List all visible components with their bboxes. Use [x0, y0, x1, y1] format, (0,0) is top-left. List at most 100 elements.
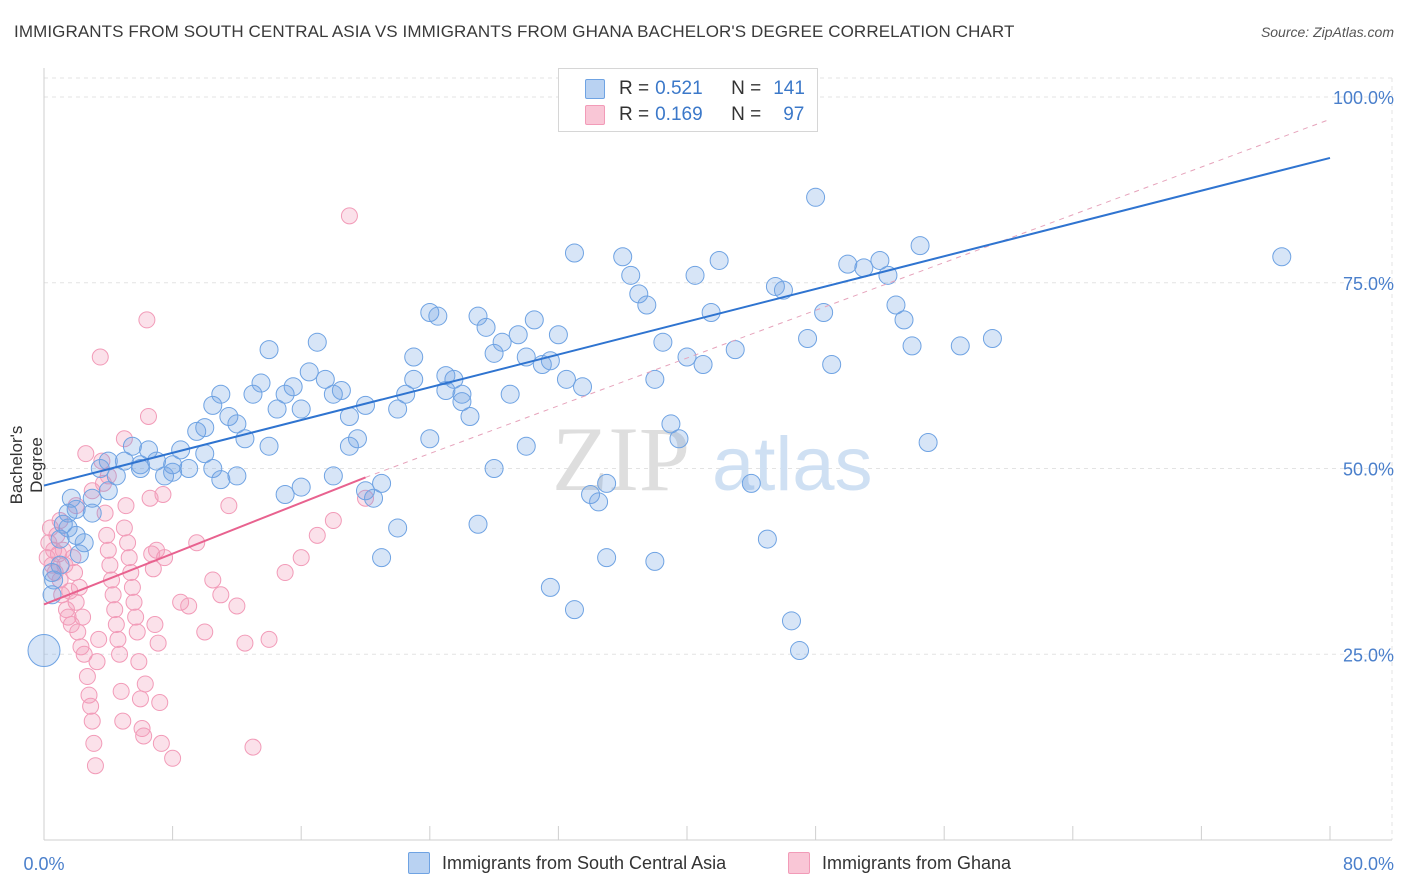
ghana-point	[228, 597, 246, 615]
ghana-point	[128, 623, 146, 641]
watermark-atlas: atlas	[712, 422, 873, 507]
south-central-asia-point	[982, 328, 1002, 348]
south-central-asia-point	[581, 485, 601, 505]
south-central-asia-point	[693, 354, 713, 374]
south-central-asia-trend-line	[43, 156, 1331, 487]
south-central-asia-point	[275, 485, 295, 505]
south-central-asia-point	[50, 555, 70, 575]
ghana-point	[91, 348, 109, 366]
ghana-trend-line	[43, 476, 366, 606]
ghana-point	[98, 526, 116, 544]
axes	[43, 68, 1392, 841]
south-central-asia-point	[597, 548, 617, 568]
south-central-asia-point	[822, 354, 842, 374]
bottom-legend-south-central-asia: Immigrants from South Central Asia	[408, 852, 726, 874]
ghana-point	[99, 541, 117, 559]
south-central-asia-point	[283, 377, 303, 397]
south-central-asia-point	[685, 265, 705, 285]
ghana-point	[135, 727, 153, 745]
ghana-point	[149, 634, 167, 652]
south-central-asia-point	[484, 459, 504, 478]
south-central-asia-point	[388, 399, 408, 419]
ghana-point	[107, 616, 125, 634]
x-tick-label: 80.0%	[1343, 854, 1394, 874]
source-label: Source: ZipAtlas.com	[1260, 24, 1394, 40]
ghana-point	[115, 430, 133, 448]
south-central-asia-point	[66, 499, 86, 519]
south-central-asia-point	[548, 325, 568, 345]
ghana-point	[86, 757, 104, 775]
legend-r-value: 0.169	[655, 104, 703, 125]
ghana-point	[292, 549, 310, 567]
tick-labels: 25.0% 50.0% 75.0% 100.0% 0.0% 80.0%	[23, 88, 1394, 874]
south-central-asia-point	[74, 533, 94, 553]
ghana-point	[260, 630, 278, 648]
south-central-asia-point	[677, 347, 697, 367]
legend-n-label: N =	[731, 78, 762, 99]
ghana-point	[188, 534, 206, 552]
ghana-point	[196, 623, 214, 641]
south-central-asia-point	[404, 347, 424, 367]
south-central-asia-point	[251, 373, 271, 393]
watermark: ZIP atlas	[552, 408, 873, 510]
south-central-asia-point	[790, 641, 810, 661]
ghana-point	[324, 512, 342, 530]
south-central-asia-point	[299, 362, 319, 382]
ghana-point	[340, 207, 358, 225]
south-central-asia-point	[243, 384, 263, 404]
legend-n-label: N =	[731, 104, 762, 125]
ghana-point	[109, 630, 127, 648]
legend-r-label: R =	[619, 78, 650, 99]
south-central-asia-point	[179, 459, 199, 478]
ghana-point	[112, 682, 130, 700]
south-central-asia-point	[950, 336, 970, 356]
south-central-asia-point	[339, 436, 359, 456]
south-central-asia-point	[629, 284, 649, 304]
ghana-point	[119, 534, 137, 552]
ghana-point	[77, 445, 95, 463]
y-tick-label: 100.0%	[1333, 88, 1394, 108]
legend-r-value: 0.521	[655, 78, 703, 99]
ghana-point	[88, 653, 106, 671]
ghana-point	[154, 486, 172, 504]
ghana-point	[51, 512, 69, 530]
ghana-point	[111, 645, 129, 663]
south-central-asia-point	[564, 243, 584, 263]
y-tick-label: 50.0%	[1343, 460, 1394, 480]
south-central-asia-point	[870, 250, 890, 270]
south-central-asia-point	[910, 236, 930, 256]
south-central-asia-point	[372, 548, 392, 568]
ghana-point	[101, 556, 119, 574]
chart-title: IMMIGRANTS FROM SOUTH CENTRAL ASIA VS IM…	[14, 22, 1015, 41]
south-central-asia-point	[347, 429, 367, 449]
ghana-point	[83, 482, 101, 500]
south-central-asia-point	[323, 466, 343, 486]
ghana-point	[99, 467, 117, 485]
south-central-asia-point	[452, 384, 472, 404]
ghana-point	[83, 712, 101, 730]
ghana-trend-extension	[365, 118, 1331, 478]
south-central-asia-point	[436, 366, 456, 386]
legend-swatch-pink	[585, 105, 605, 125]
south-central-asia-point	[227, 466, 247, 486]
south-central-asia-point	[259, 340, 279, 360]
ghana-point	[244, 738, 262, 756]
ghana-point	[78, 668, 96, 686]
legend-swatch-blue	[585, 79, 605, 99]
legend-n-value: 141	[773, 78, 805, 99]
south-central-asia-point	[372, 473, 392, 493]
ghana-point	[120, 549, 138, 567]
south-central-asia-point	[203, 395, 223, 415]
ghana-point	[357, 489, 374, 507]
bottom-legend-ghana: Immigrants from Ghana	[788, 852, 1011, 874]
south-central-asia-point	[259, 436, 279, 456]
ghana-point	[127, 608, 145, 626]
south-central-asia-point	[476, 317, 496, 337]
ghana-point	[139, 407, 157, 425]
south-central-asia-point	[42, 563, 62, 583]
ghana-point	[114, 712, 132, 730]
south-central-asia-point	[50, 529, 70, 549]
south-central-asia-point	[573, 377, 593, 397]
ghana-point	[204, 571, 222, 589]
